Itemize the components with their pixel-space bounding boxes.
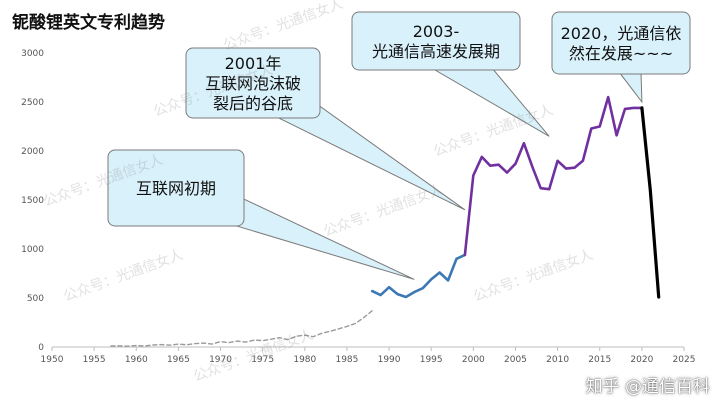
y-tick-label: 500	[27, 294, 44, 304]
callout-text: 2003-	[413, 22, 460, 41]
series-group	[110, 95, 661, 347]
x-tick-label: 1955	[83, 355, 106, 365]
x-tick-label: 1985	[335, 355, 358, 365]
x-tick-label: 2020	[630, 355, 653, 365]
x-tick-label: 1965	[167, 355, 190, 365]
callout-box-fill	[353, 13, 519, 69]
series-line-early	[110, 310, 373, 347]
callout-text: 2020，光通信依	[561, 24, 682, 43]
x-tick-label: 1980	[293, 355, 316, 365]
x-tick-label: 2010	[546, 355, 569, 365]
callout-box-fill	[553, 13, 689, 73]
y-tick-label: 3000	[21, 49, 44, 59]
callout-box-fill	[109, 151, 243, 225]
series-line-optical	[463, 95, 644, 257]
x-tick-label: 2025	[673, 355, 696, 365]
series-line-internet	[370, 253, 467, 299]
y-tick-label: 1500	[21, 196, 44, 206]
callout-text: 然在发展~~~	[569, 44, 673, 63]
x-tick-label: 1975	[251, 355, 274, 365]
callout-text: 光通信高速发展期	[372, 42, 500, 61]
axes: 1950 1955 1960 1965 1970 1975 1980 1985 1990 1995…	[21, 49, 695, 365]
x-tick-label: 1990	[378, 355, 401, 365]
x-tick-label: 1970	[209, 355, 232, 365]
series-line-latest	[640, 106, 661, 299]
callout-text: 2001年	[225, 54, 282, 73]
x-tick-label: 1995	[420, 355, 443, 365]
x-tick-label: 2005	[504, 355, 527, 365]
x-tick-label: 2000	[462, 355, 485, 365]
callout-text: 互联网初期	[136, 179, 216, 198]
callout-text: 互联网泡沫破	[205, 74, 301, 93]
callout-box-fill	[187, 49, 319, 117]
x-tick-label: 1960	[125, 355, 148, 365]
callout-text: 裂后的谷底	[213, 94, 293, 113]
x-tick-label: 2015	[588, 355, 611, 365]
y-tick-label: 0	[38, 343, 44, 353]
x-tick-label: 1950	[41, 355, 64, 365]
y-tick-label: 1000	[21, 245, 44, 255]
y-tick-label: 2000	[21, 147, 44, 157]
y-tick-label: 2500	[21, 98, 44, 108]
credit-label: 知乎 @通信百科	[585, 377, 710, 397]
chart-title: 铌酸锂英文专利趋势	[12, 13, 165, 33]
